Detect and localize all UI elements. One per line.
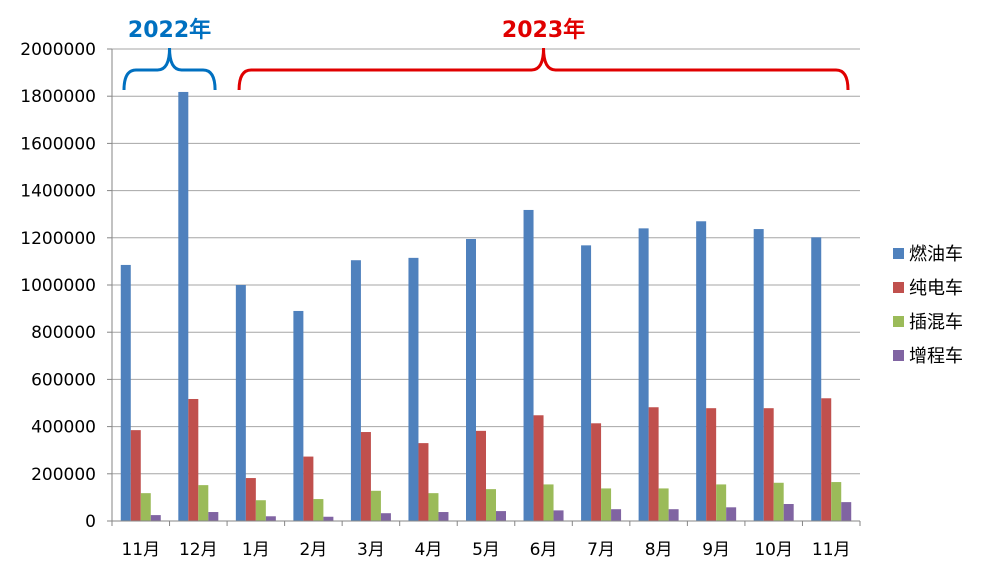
bar-燃油车-2月 [293, 310, 304, 521]
bar-纯电车-2月 [303, 456, 314, 521]
legend-swatch [893, 350, 904, 361]
legend-label: 纯电车 [909, 278, 963, 299]
axes [107, 48, 861, 526]
bar-燃油车-11月 [811, 237, 822, 521]
bar-插混车-9月 [716, 484, 727, 521]
bar-纯电车-11月 [821, 398, 832, 521]
legend-label: 插混车 [909, 312, 963, 333]
legend-swatch [893, 248, 904, 259]
legend-label: 燃油车 [909, 244, 963, 265]
bar-纯电车-12月 [188, 398, 199, 521]
bar-增程车-5月 [496, 511, 506, 521]
bar-燃油车-5月 [466, 238, 476, 522]
bar-增程车-11月 [150, 515, 161, 521]
bar-插混车-7月 [601, 488, 612, 521]
year-label: 2023年 [502, 17, 585, 43]
bar-插混车-2月 [313, 499, 324, 521]
bar-插混车-5月 [486, 489, 496, 521]
x-tick-label: 1月 [242, 540, 270, 560]
bar-燃油车-6月 [523, 209, 534, 521]
bar-燃油车-11月 [120, 264, 131, 521]
x-tick-label: 2月 [299, 540, 327, 560]
bar-增程车-11月 [841, 502, 852, 521]
x-tick-label: 5月 [472, 540, 500, 560]
bar-增程车-12月 [208, 512, 219, 521]
bar-纯电车-11月 [130, 430, 141, 521]
y-tick-label: 2000000 [20, 40, 96, 60]
y-tick-label: 200000 [31, 465, 96, 485]
y-tick-label: 600000 [31, 370, 96, 390]
x-tick-label: 8月 [645, 540, 673, 560]
bar-增程车-10月 [783, 504, 794, 521]
bar-增程车-1月 [265, 516, 276, 521]
bar-纯电车-5月 [476, 430, 486, 521]
bar-纯电车-7月 [591, 423, 602, 521]
y-tick-label: 1600000 [20, 134, 96, 154]
bar-增程车-3月 [380, 513, 391, 521]
bar-纯电车-8月 [648, 407, 659, 521]
y-tick-label: 400000 [31, 418, 96, 438]
bar-插混车-10月 [773, 482, 784, 521]
bar-纯电车-1月 [245, 478, 256, 521]
x-tick-label: 4月 [415, 540, 443, 560]
x-tick-label: 12月 [179, 540, 218, 560]
bar-燃油车-7月 [581, 245, 592, 522]
bars [120, 91, 852, 522]
y-tick-label: 800000 [31, 323, 96, 343]
bar-插混车-1月 [255, 500, 266, 521]
bar-燃油车-12月 [178, 91, 189, 522]
x-tick-label: 7月 [587, 540, 615, 560]
bar-插混车-3月 [370, 490, 381, 521]
bar-增程车-7月 [611, 509, 622, 521]
x-tick-label: 3月 [357, 540, 385, 560]
bar-增程车-6月 [553, 510, 564, 521]
bar-纯电车-6月 [533, 415, 544, 521]
bar-纯电车-9月 [706, 408, 717, 521]
bar-纯电车-3月 [360, 432, 371, 521]
bar-燃油车-3月 [350, 260, 361, 521]
x-tick-label: 11月 [812, 540, 851, 560]
x-tick-labels: 11月 12月 1月 2月 3月 4月 5月 6月 7月 8月 9月 10月 11月 [121, 540, 850, 560]
bar-增程车-4月 [438, 512, 449, 521]
legend-swatch [893, 282, 904, 293]
bar-增程车-9月 [726, 507, 737, 521]
bar-插混车-6月 [543, 484, 554, 521]
y-tick-label: 1800000 [20, 87, 96, 107]
bar-插混车-8月 [658, 488, 669, 521]
bar-燃油车-10月 [753, 229, 764, 521]
y-tick-label: 1400000 [20, 182, 96, 202]
legend-swatch [893, 316, 904, 327]
bar-燃油车-4月 [408, 257, 419, 521]
y-tick-label: 1000000 [20, 276, 96, 296]
legend-label: 增程车 [909, 346, 963, 367]
bar-纯电车-4月 [418, 443, 429, 521]
bar-燃油车-8月 [638, 228, 649, 522]
year-brace [122, 47, 217, 91]
year-label: 2022年 [128, 17, 211, 43]
bar-插混车-11月 [831, 482, 842, 521]
x-tick-label: 6月 [530, 540, 558, 560]
bar-插混车-12月 [198, 485, 209, 521]
x-tick-label: 9月 [702, 540, 730, 560]
year-brace [237, 47, 850, 91]
year-braces: 2022年 2023年 [122, 17, 850, 91]
grid-lines [112, 48, 860, 475]
bar-插混车-4月 [428, 493, 439, 521]
bar-燃油车-9月 [696, 221, 707, 521]
y-tick-label: 0 [85, 512, 96, 532]
bar-插混车-11月 [140, 493, 151, 521]
bar-增程车-2月 [323, 516, 334, 521]
x-tick-label: 10月 [754, 540, 793, 560]
bar-增程车-8月 [668, 509, 679, 521]
y-tick-labels: 0 200000 400000 600000 800000 1000000 1200000 1… [20, 40, 96, 532]
x-tick-label: 11月 [121, 540, 160, 560]
bar-燃油车-1月 [235, 285, 246, 521]
y-tick-label: 1200000 [20, 229, 96, 249]
bar-纯电车-10月 [763, 408, 774, 521]
